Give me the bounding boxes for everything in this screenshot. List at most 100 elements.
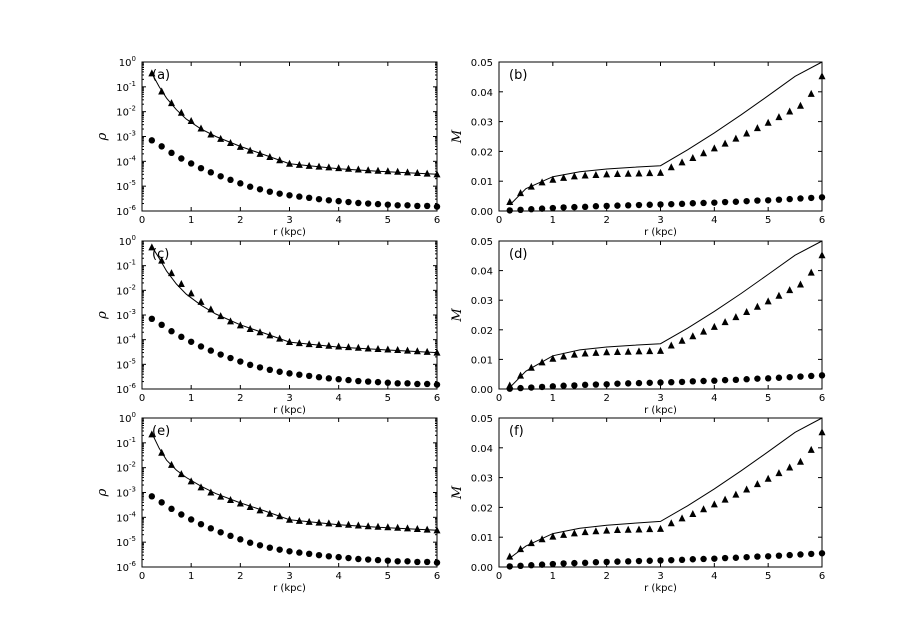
circle-point [571, 203, 578, 211]
circle-point [286, 192, 293, 199]
triangle-point [335, 342, 343, 350]
triangle-point [394, 523, 402, 531]
triangle-point [710, 144, 718, 152]
circle-point [764, 553, 772, 560]
circle-point [296, 549, 303, 556]
triangle-point [560, 173, 568, 181]
circle-point [603, 381, 610, 388]
panel-label: (c) [152, 247, 169, 262]
x-tick-label: 1 [188, 215, 194, 226]
circle-point [237, 536, 244, 543]
circle-point [414, 558, 421, 566]
triangle-point [764, 118, 772, 126]
x-tick-label: 2 [603, 215, 609, 226]
triangle-point [592, 527, 600, 535]
y-tick-label: 0.05 [471, 237, 493, 248]
triangle-point [657, 346, 664, 354]
circle-point [657, 557, 664, 564]
circle-point [528, 384, 535, 391]
circle-point [625, 380, 632, 387]
circle-point [646, 201, 653, 208]
circle-point [158, 143, 165, 150]
circle-point [678, 378, 686, 386]
y-axis-label: ρ [95, 132, 110, 141]
circle-point [345, 376, 352, 384]
circle-point [700, 377, 707, 385]
circle-point [178, 333, 185, 341]
triangle-point [384, 523, 392, 531]
circle-point [374, 378, 382, 386]
triangle-point [807, 445, 815, 453]
x-tick-label: 6 [819, 215, 825, 226]
x-tick-label: 5 [765, 393, 771, 404]
triangle-point [197, 483, 205, 491]
triangle-point [413, 168, 421, 176]
triangle-point [266, 331, 274, 339]
circle-point [743, 553, 750, 561]
y-tick-label: 0.01 [471, 355, 493, 366]
circle-point [404, 380, 411, 387]
circle-point [538, 205, 546, 212]
triangle-point [700, 149, 708, 157]
x-tick-label: 4 [711, 215, 717, 226]
x-tick-label: 4 [711, 571, 717, 582]
x-tick-label: 5 [385, 571, 391, 582]
triangle-point [613, 348, 621, 355]
y-axis-label: ρ [95, 488, 110, 497]
circle-point [775, 374, 783, 381]
circle-point [592, 559, 600, 566]
triangle-point [207, 488, 215, 496]
triangle-point [775, 291, 783, 299]
triangle-point [187, 289, 195, 297]
x-tick-label: 6 [434, 393, 440, 404]
triangle-point [423, 169, 431, 177]
triangle-point [570, 529, 578, 537]
y-tick-label: 0.03 [471, 474, 493, 485]
circle-point [517, 384, 524, 392]
circle-point [818, 194, 826, 201]
circle-point [764, 197, 772, 204]
triangle-point [207, 130, 215, 138]
circle-point [517, 562, 524, 570]
x-tick-label: 4 [335, 393, 341, 404]
circle-point [560, 204, 567, 211]
y-tick-label: 10-2 [116, 105, 136, 119]
circle-point [689, 378, 696, 385]
triangle-point [256, 149, 264, 157]
circle-point [732, 198, 740, 205]
panel-label: (b) [509, 68, 527, 83]
triangle-point [148, 430, 156, 438]
circle-point [286, 370, 293, 377]
y-tick-label: 10-4 [116, 154, 136, 168]
circle-point [635, 201, 643, 209]
triangle-point [635, 169, 643, 177]
triangle-point [624, 347, 632, 355]
circle-point [384, 557, 392, 564]
triangle-point [689, 332, 697, 340]
triangle-point [667, 163, 675, 171]
triangle-point [753, 302, 761, 310]
triangle-point [721, 318, 729, 326]
triangle-point [286, 338, 293, 346]
triangle-point [217, 492, 225, 500]
triangle-point [345, 164, 352, 172]
circle-point [581, 381, 589, 389]
y-tick-label: 10-6 [116, 560, 136, 574]
circle-point [528, 206, 535, 213]
circle-point [646, 557, 653, 564]
triangle-point [394, 167, 402, 175]
circle-point [517, 206, 524, 214]
triangle-point [581, 349, 589, 357]
x-tick-label: 6 [819, 393, 825, 404]
triangle-point [549, 354, 557, 362]
triangle-point [560, 352, 568, 360]
circle-point [207, 525, 215, 532]
x-tick-label: 1 [188, 393, 194, 404]
chart-panel-6: 0 1 2 3 4 5 6 0.00 0.01 0.02 0.03 0.04 0.05 r (kpc) M (… [450, 414, 826, 594]
triangle-point [207, 305, 215, 313]
circle-point [614, 558, 621, 565]
circle-point [374, 200, 382, 208]
triangle-point [305, 161, 313, 169]
circle-point [148, 315, 156, 323]
triangle-point [158, 448, 166, 456]
